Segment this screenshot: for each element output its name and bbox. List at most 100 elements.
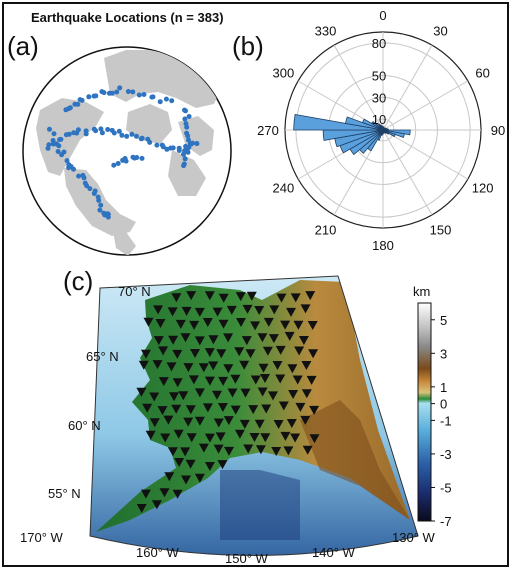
station-triangle [149,418,160,428]
angle-tick-0: 0 [379,8,386,23]
station-triangle [153,336,164,346]
earthquake-dot [119,132,125,138]
station-triangle [152,360,163,370]
earthquake-dot [91,191,97,196]
station-triangle [194,336,205,346]
earthquake-dot [111,130,117,136]
colorbar-tick-label: 0 [440,397,447,412]
station-triangle [167,307,178,317]
station-triangle [278,401,289,411]
earthquake-dot [56,143,62,149]
station-triangle [230,374,241,384]
station-triangle [300,415,311,425]
station-triangle [198,443,209,453]
earthquake-dot [87,186,93,192]
station-triangle [204,376,215,386]
earthquake-dot [125,89,131,94]
station-triangle [218,319,229,329]
station-triangle [194,473,205,483]
earthquake-dot [81,175,87,181]
station-triangle [273,420,284,429]
station-triangle [208,335,219,345]
angle-tick-120: 120 [472,181,494,196]
station-triangle [172,489,183,499]
earthquake-dot [98,126,104,132]
panel-label-b: (b) [232,31,264,61]
earthquake-dot [105,214,111,220]
station-triangle [204,291,215,301]
station-triangle [258,363,269,373]
lon-label-170: 170° W [20,530,64,545]
station-triangle [288,390,299,399]
earthquake-dot [185,149,191,155]
angle-tick-300: 300 [273,66,295,81]
station-triangle [189,320,200,330]
earthquake-dot [163,96,169,102]
station-triangle [235,292,246,302]
earthquake-dot [160,144,166,150]
earthquake-dot [55,149,61,154]
earthquake-dot [75,101,81,107]
station-triangle [307,321,318,330]
station-triangle [194,307,205,317]
earthquake-dot [169,98,175,104]
station-triangle [290,293,301,303]
station-triangle [268,391,278,401]
station-triangle [183,417,194,427]
earthquake-dot [157,99,163,105]
earthquake-dot [50,138,56,143]
station-triangle [227,388,238,398]
station-triangle [280,431,291,441]
station-triangle [185,459,196,469]
station-triangle [157,406,168,416]
station-triangle [234,347,245,357]
station-triangle [272,361,283,370]
station-triangle [198,363,209,373]
earthquake-dot [134,155,140,160]
station-triangle [301,361,312,370]
angle-tick-270: 270 [257,123,279,138]
earthquake-dot [186,114,192,119]
station-triangle [290,433,301,443]
angle-tick-330: 330 [315,23,337,38]
lon-label-160: 160° W [136,545,180,560]
earthquake-dot [130,89,136,95]
station-triangle [250,321,261,331]
earthquake-dot [134,133,139,139]
earthquake-dot [116,128,122,134]
earthquake-dot [136,92,142,98]
station-triangle [239,419,250,429]
station-triangle [208,361,219,371]
rose-spoke-60 [382,80,469,131]
station-triangle [301,389,312,399]
station-triangle [185,405,196,415]
deep-ocean [220,470,300,540]
earthquake-dot [71,166,76,172]
station-triangle [260,374,270,383]
earthquake-dot [58,136,64,142]
station-triangle [218,293,229,303]
earthquake-dot [170,145,176,151]
station-triangle [140,489,151,499]
station-triangle [212,390,222,400]
station-triangle [180,447,191,457]
station-triangle [217,460,228,470]
station-triangle [292,375,303,385]
earthquake-dot [186,137,191,143]
station-triangle [166,362,177,372]
station-triangle [172,378,183,388]
station-triangle [286,307,296,317]
earthquake-dot [93,93,99,99]
earthquake-dot [182,156,188,162]
earthquake-dot [109,90,115,96]
station-triangle [204,348,215,358]
rose-spoke-120 [382,129,469,180]
station-triangle [138,360,149,370]
station-triangle [188,375,199,385]
station-triangle [160,433,171,443]
station-triangle [263,317,274,327]
angle-tick-30: 30 [433,23,447,38]
station-triangle [194,388,205,398]
earthquake-dot [97,207,103,213]
station-triangle [306,375,317,385]
